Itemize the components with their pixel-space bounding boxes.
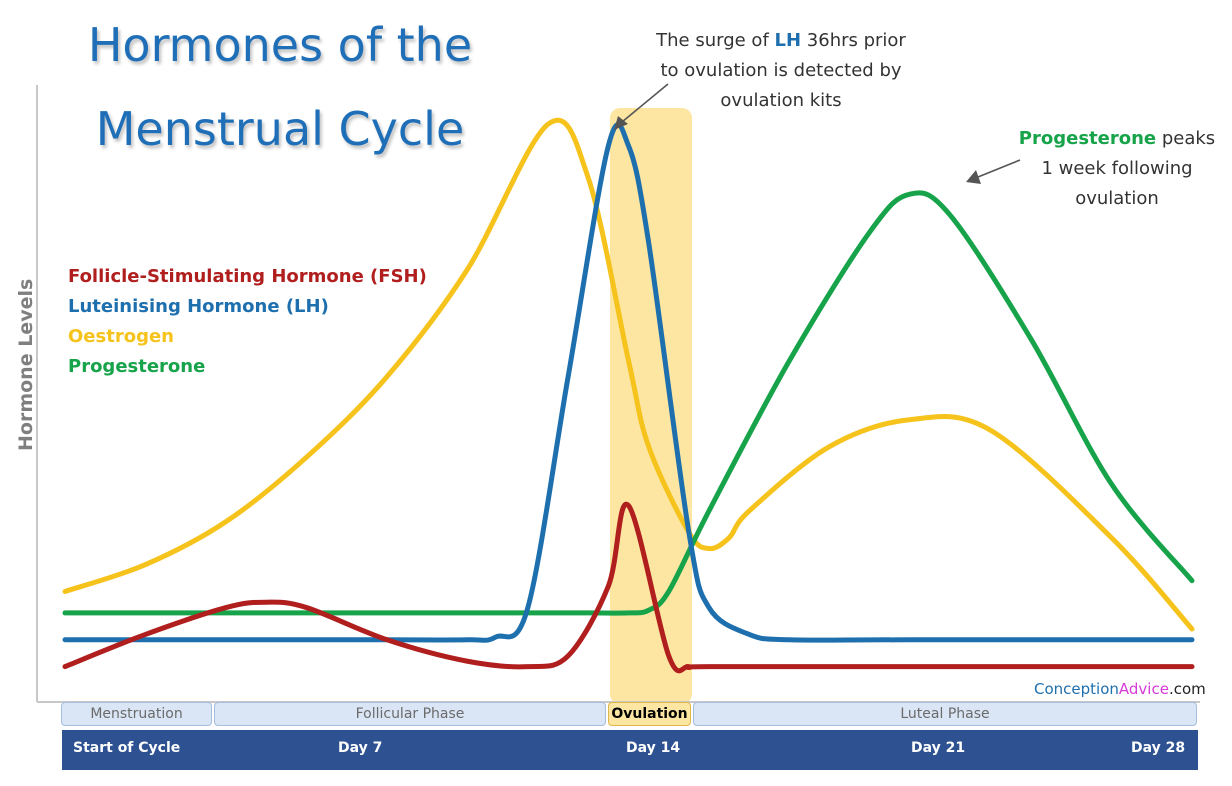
lh-annotation: The surge of LH 36hrs prior to ovulation… [636, 26, 926, 116]
phase-luteal: Luteal Phase [693, 702, 1197, 726]
lh-annotation-line-2: to ovulation is detected by [660, 60, 902, 81]
progesterone-annotation-arrow [966, 159, 1021, 184]
lh-annotation-line-3: ovulation kits [720, 90, 842, 111]
day-label-21: Day 21 [911, 740, 966, 756]
legend-item-progesterone: Progesterone [68, 356, 206, 377]
brand-watermark: ConceptionAdvice.com [1034, 680, 1206, 698]
lh-annotation-post: 36hrs prior [801, 30, 906, 51]
legend-item-fsh: Follicle-Stimulating Hormone (FSH) [68, 266, 427, 287]
chart-title-line-2: Menstrual Cycle [95, 102, 465, 156]
brand-part-1: Conception [1034, 680, 1119, 698]
day-bar [62, 730, 1198, 770]
legend-item-oestrogen: Oestrogen [68, 326, 174, 347]
day-label-start: Start of Cycle [73, 740, 181, 756]
day-label-7: Day 7 [338, 740, 383, 756]
series-line-lh [62, 122, 1195, 643]
day-label-14: Day 14 [626, 740, 681, 756]
phase-menstruation: Menstruation [61, 702, 212, 726]
lh-annotation-arrow [614, 83, 669, 130]
progesterone-annotation-line-2: 1 week following [1041, 158, 1193, 179]
phase-follicular: Follicular Phase [214, 702, 606, 726]
chart-title-line-1: Hormones of the [87, 18, 473, 72]
brand-part-2: Advice [1118, 680, 1169, 698]
progesterone-annotation: Progesterone peaks 1 week following ovul… [1012, 124, 1222, 214]
lh-annotation-pre: The surge of [656, 30, 775, 51]
series-line-fsh [62, 501, 1195, 674]
lh-annotation-highlight: LH [774, 30, 802, 51]
ovulation-band [610, 108, 692, 704]
legend-item-lh: Luteinising Hormone (LH) [68, 296, 329, 317]
y-axis-label: Hormone Levels [15, 278, 37, 451]
progesterone-annotation-highlight: Progesterone [1018, 128, 1157, 149]
brand-part-3: .com [1168, 680, 1206, 698]
day-label-28: Day 28 [1131, 740, 1186, 756]
progesterone-annotation-post: peaks [1156, 128, 1216, 149]
progesterone-annotation-line-3: ovulation [1075, 188, 1159, 209]
series-line-oestrogen [62, 117, 1195, 632]
phase-ovulation: Ovulation [608, 702, 691, 726]
legend: Follicle-Stimulating Hormone (FSH) Lutei… [68, 262, 427, 382]
